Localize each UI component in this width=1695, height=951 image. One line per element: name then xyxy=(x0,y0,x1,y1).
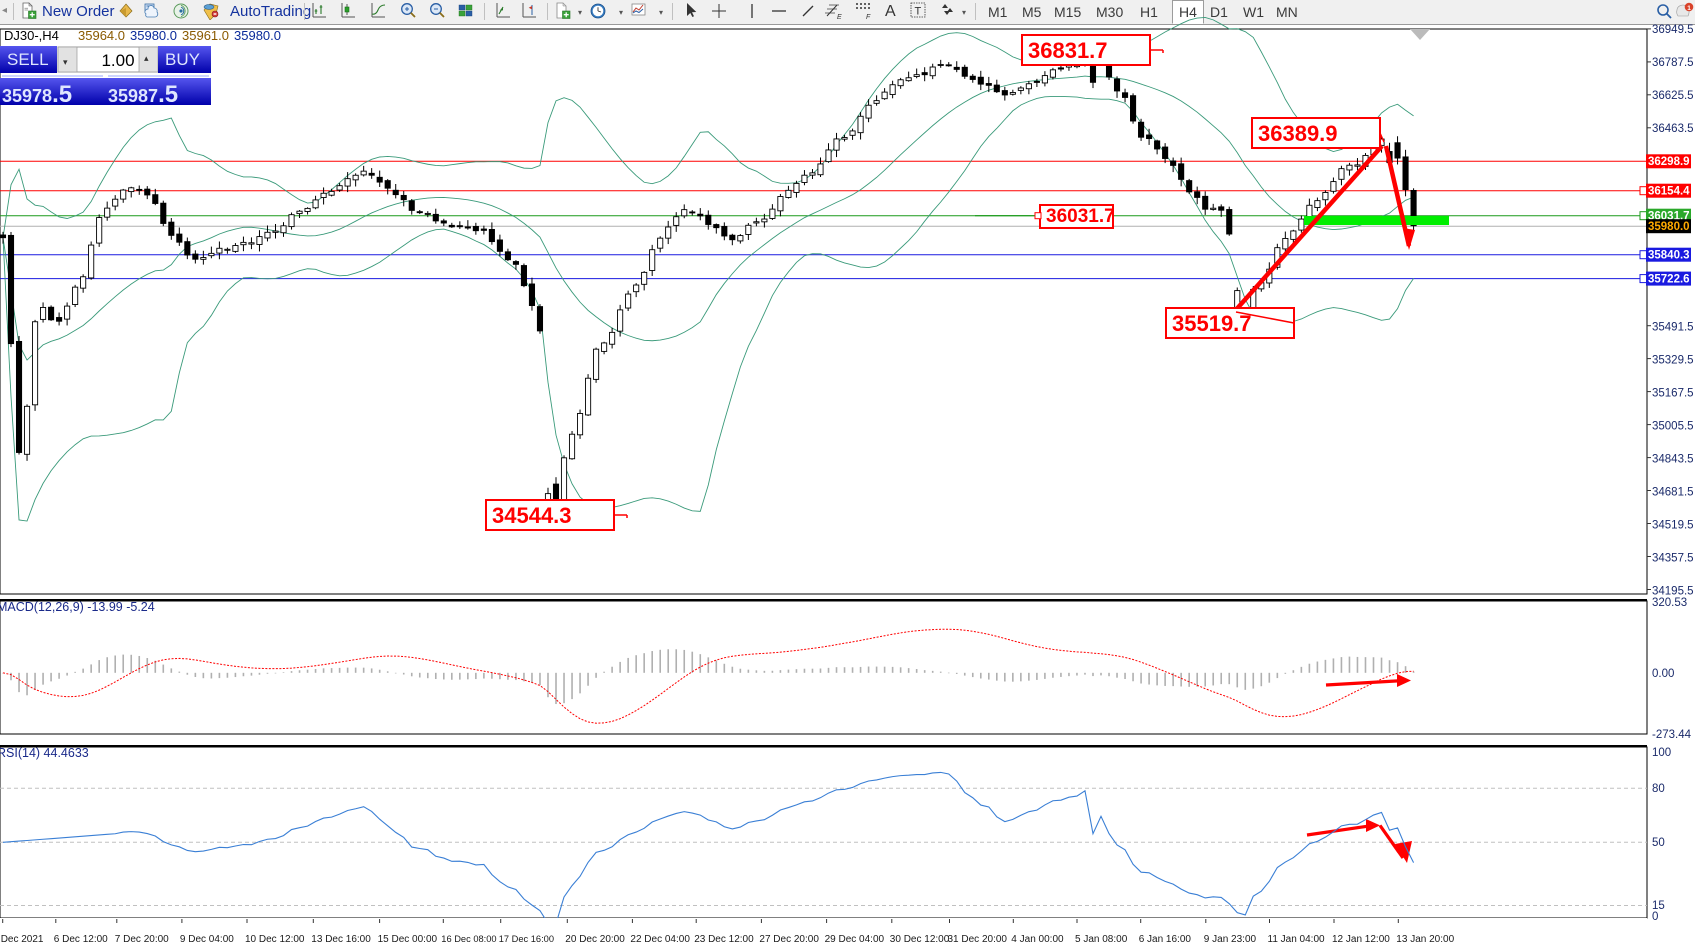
svg-text:DJ30-,H4: DJ30-,H4 xyxy=(4,28,59,43)
svg-text:36831.7: 36831.7 xyxy=(1028,38,1108,63)
svg-text:RSI(14) 44.4633: RSI(14) 44.4633 xyxy=(0,746,89,760)
svg-text:13 Jan 20:00: 13 Jan 20:00 xyxy=(1396,934,1454,945)
svg-text:34357.5: 34357.5 xyxy=(1652,553,1694,565)
svg-text:10 Dec 12:00: 10 Dec 12:00 xyxy=(245,934,305,945)
svg-text:35978.5: 35978.5 xyxy=(2,81,72,108)
svg-text:100: 100 xyxy=(1652,747,1671,759)
svg-text:35980.0: 35980.0 xyxy=(234,28,281,43)
svg-text:0: 0 xyxy=(1652,911,1658,923)
svg-text:17 Dec 16:00: 17 Dec 16:00 xyxy=(499,934,554,944)
svg-text:7 Dec 20:00: 7 Dec 20:00 xyxy=(115,934,169,945)
svg-text:34681.5: 34681.5 xyxy=(1652,487,1694,499)
svg-text:4 Jan 00:00: 4 Jan 00:00 xyxy=(1011,934,1064,945)
svg-text:35980.0: 35980.0 xyxy=(1648,221,1690,233)
svg-text:80: 80 xyxy=(1652,783,1665,795)
svg-text:34195.5: 34195.5 xyxy=(1652,585,1694,597)
svg-text:15 Dec 00:00: 15 Dec 00:00 xyxy=(378,934,438,945)
svg-text:0.00: 0.00 xyxy=(1652,668,1674,680)
svg-text:30 Dec 12:00: 30 Dec 12:00 xyxy=(890,934,950,945)
svg-text:MACD(12,26,9) -13.99 -5.24: MACD(12,26,9) -13.99 -5.24 xyxy=(0,600,155,614)
svg-text:11 Jan 04:00: 11 Jan 04:00 xyxy=(1268,934,1326,945)
svg-text:6 Jan 16:00: 6 Jan 16:00 xyxy=(1139,934,1192,945)
svg-text:▴: ▴ xyxy=(144,53,149,63)
svg-text:36389.9: 36389.9 xyxy=(1258,121,1338,146)
svg-text:320.53: 320.53 xyxy=(1652,597,1687,609)
svg-text:36154.4: 36154.4 xyxy=(1648,185,1690,197)
svg-text:27 Dec 20:00: 27 Dec 20:00 xyxy=(759,934,819,945)
svg-text:22 Dec 04:00: 22 Dec 04:00 xyxy=(630,934,690,945)
svg-text:35722.6: 35722.6 xyxy=(1648,273,1690,285)
svg-text:6 Dec 12:00: 6 Dec 12:00 xyxy=(54,934,108,945)
svg-text:SELL: SELL xyxy=(7,50,49,69)
svg-text:9 Dec 04:00: 9 Dec 04:00 xyxy=(180,934,234,945)
svg-text:35519.7: 35519.7 xyxy=(1172,311,1252,336)
svg-text:9 Jan 23:00: 9 Jan 23:00 xyxy=(1204,934,1257,945)
svg-text:36787.5: 36787.5 xyxy=(1652,57,1694,69)
svg-text:35840.3: 35840.3 xyxy=(1648,249,1690,261)
svg-text:35329.5: 35329.5 xyxy=(1652,355,1694,367)
svg-text:29 Dec 04:00: 29 Dec 04:00 xyxy=(825,934,885,945)
svg-text:34519.5: 34519.5 xyxy=(1652,520,1694,532)
svg-text:36298.9: 36298.9 xyxy=(1648,156,1690,168)
svg-text:36031.7: 36031.7 xyxy=(1046,206,1115,227)
svg-text:1.00: 1.00 xyxy=(101,51,134,70)
svg-text:-273.44: -273.44 xyxy=(1652,729,1692,741)
svg-text:23 Dec 12:00: 23 Dec 12:00 xyxy=(694,934,754,945)
svg-text:50: 50 xyxy=(1652,837,1665,849)
svg-text:12 Jan 12:00: 12 Jan 12:00 xyxy=(1332,934,1390,945)
svg-text:31 Dec 20:00: 31 Dec 20:00 xyxy=(948,934,1008,945)
svg-text:34843.5: 34843.5 xyxy=(1652,454,1694,466)
svg-text:BUY: BUY xyxy=(165,50,200,69)
svg-text:35980.0: 35980.0 xyxy=(130,28,177,43)
svg-text:35005.5: 35005.5 xyxy=(1652,421,1694,433)
svg-text:36625.5: 36625.5 xyxy=(1652,90,1694,102)
svg-text:35491.5: 35491.5 xyxy=(1652,322,1694,334)
svg-text:35961.0: 35961.0 xyxy=(182,28,229,43)
svg-text:34544.3: 34544.3 xyxy=(492,503,572,528)
svg-text:20 Dec 20:00: 20 Dec 20:00 xyxy=(565,934,625,945)
svg-text:5 Jan 08:00: 5 Jan 08:00 xyxy=(1075,934,1128,945)
svg-text:Dec 2021: Dec 2021 xyxy=(1,934,44,945)
svg-text:35964.0: 35964.0 xyxy=(78,28,125,43)
svg-text:▾: ▾ xyxy=(63,57,68,67)
svg-text:36949.5: 36949.5 xyxy=(1652,24,1694,36)
svg-text:16 Dec 08:00: 16 Dec 08:00 xyxy=(441,934,496,944)
svg-text:13 Dec 16:00: 13 Dec 16:00 xyxy=(311,934,371,945)
svg-text:36463.5: 36463.5 xyxy=(1652,123,1694,135)
svg-text:35167.5: 35167.5 xyxy=(1652,388,1694,400)
svg-text:35987.5: 35987.5 xyxy=(108,81,178,108)
